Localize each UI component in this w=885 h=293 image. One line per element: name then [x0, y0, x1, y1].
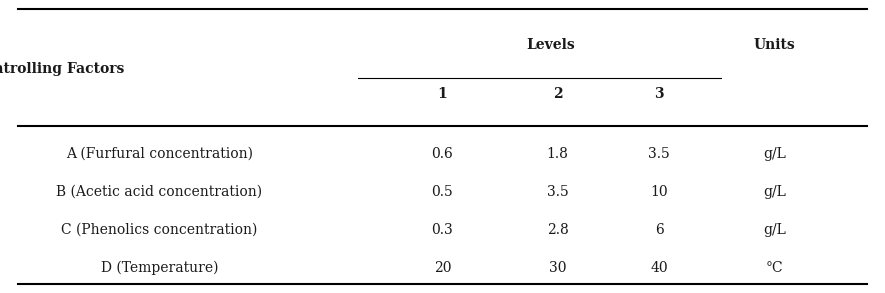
Text: 2: 2: [553, 87, 562, 101]
Text: Levels: Levels: [527, 38, 575, 52]
Text: 0.3: 0.3: [432, 223, 453, 237]
Text: 0.6: 0.6: [432, 147, 453, 161]
Text: °C: °C: [766, 261, 783, 275]
Text: 1: 1: [437, 87, 448, 101]
Text: Units: Units: [753, 38, 796, 52]
Text: 1.8: 1.8: [547, 147, 568, 161]
Text: Controlling Factors: Controlling Factors: [0, 62, 125, 76]
Text: 10: 10: [650, 185, 668, 199]
Text: D (Temperature): D (Temperature): [101, 261, 218, 275]
Text: 20: 20: [434, 261, 451, 275]
Text: B (Acetic acid concentration): B (Acetic acid concentration): [57, 185, 262, 199]
Text: 6: 6: [655, 223, 664, 237]
Text: C (Phenolics concentration): C (Phenolics concentration): [61, 223, 258, 237]
Text: 0.5: 0.5: [432, 185, 453, 199]
Text: g/L: g/L: [763, 223, 786, 237]
Text: 40: 40: [650, 261, 668, 275]
Text: 3.5: 3.5: [547, 185, 568, 199]
Text: 3.5: 3.5: [649, 147, 670, 161]
Text: 30: 30: [549, 261, 566, 275]
Text: g/L: g/L: [763, 185, 786, 199]
Text: g/L: g/L: [763, 147, 786, 161]
Text: A (Furfural concentration): A (Furfural concentration): [65, 147, 253, 161]
Text: 3: 3: [655, 87, 664, 101]
Text: 2.8: 2.8: [547, 223, 568, 237]
